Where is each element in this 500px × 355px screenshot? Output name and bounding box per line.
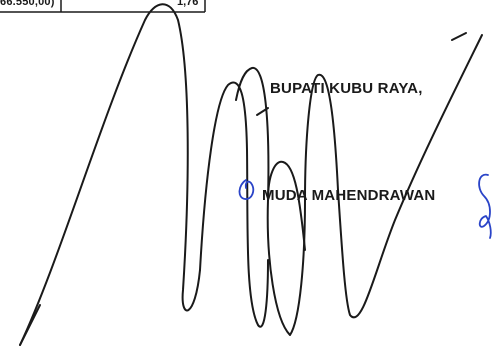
table-row-strip: 66.550,00) 1,76 [0,0,500,13]
signature-stroke-main-loop [19,3,201,346]
initial-mark-left [238,179,255,200]
signature-stroke-top-flick [451,32,467,41]
signature-stroke-hump-one [199,81,269,328]
signatory-title: BUPATI KUBU RAYA, [270,80,423,97]
table-cell-percent: 1,76 [177,0,199,8]
signature-stroke-small-dash [256,107,269,116]
signature-stroke-center-m [235,66,339,336]
signatory-name: MUDA MAHENDRAWAN [262,187,436,204]
table-cell-amount: 66.550,00) [0,0,55,8]
signature-stroke-tail [19,304,41,346]
signature-stroke-right-hook [337,34,483,319]
initial-mark-right [478,173,492,239]
table-grid-lines [0,0,206,13]
signature-stroke-lower-hump [267,160,306,251]
